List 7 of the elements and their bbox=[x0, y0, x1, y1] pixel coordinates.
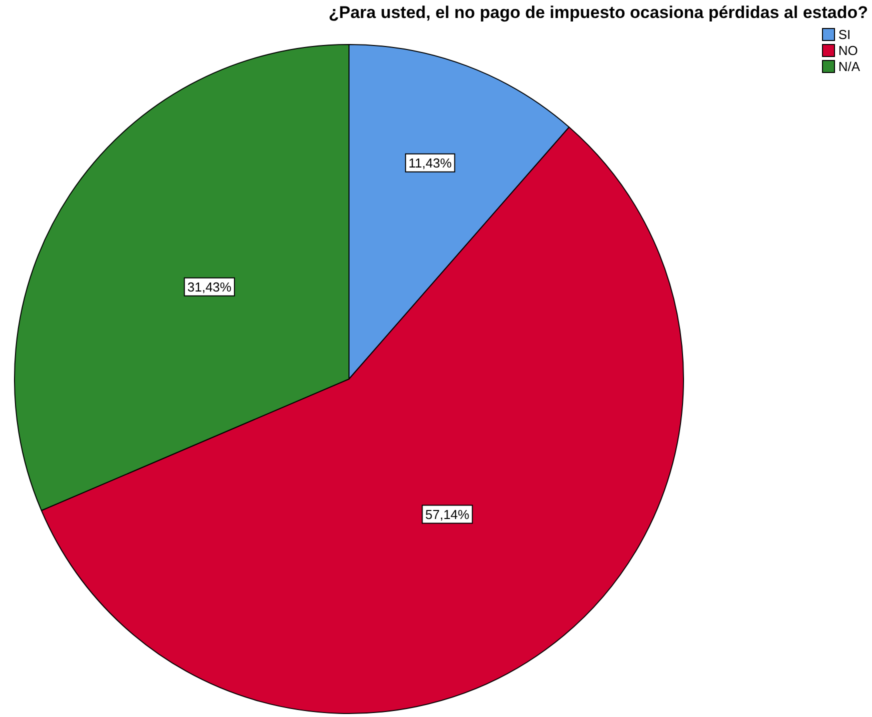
data-label: 31,43% bbox=[187, 279, 232, 294]
legend-label: N/A bbox=[838, 58, 860, 74]
chart-title: ¿Para usted, el no pago de impuesto ocasiona pérdidas al estado? bbox=[328, 3, 868, 23]
data-label: 57,14% bbox=[425, 506, 470, 522]
legend-label: NO bbox=[838, 42, 858, 58]
legend-label: SI bbox=[838, 26, 851, 42]
data-label: 11,43% bbox=[408, 155, 452, 170]
